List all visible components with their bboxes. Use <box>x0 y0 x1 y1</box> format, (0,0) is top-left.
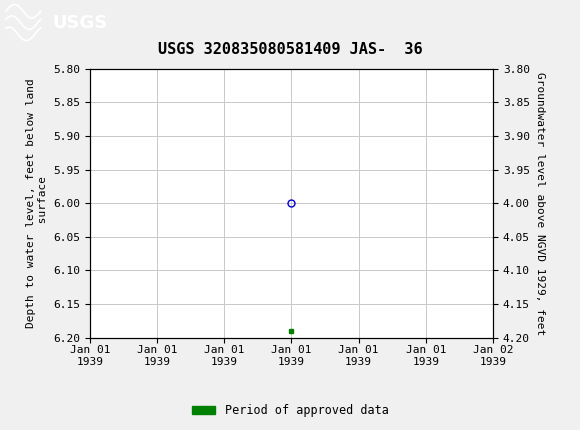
Text: USGS 320835080581409 JAS-  36: USGS 320835080581409 JAS- 36 <box>158 42 422 57</box>
Y-axis label: Groundwater level above NGVD 1929, feet: Groundwater level above NGVD 1929, feet <box>535 71 545 335</box>
Y-axis label: Depth to water level, feet below land
 surface: Depth to water level, feet below land su… <box>26 78 48 328</box>
Text: USGS: USGS <box>52 14 107 31</box>
Legend: Period of approved data: Period of approved data <box>187 399 393 422</box>
